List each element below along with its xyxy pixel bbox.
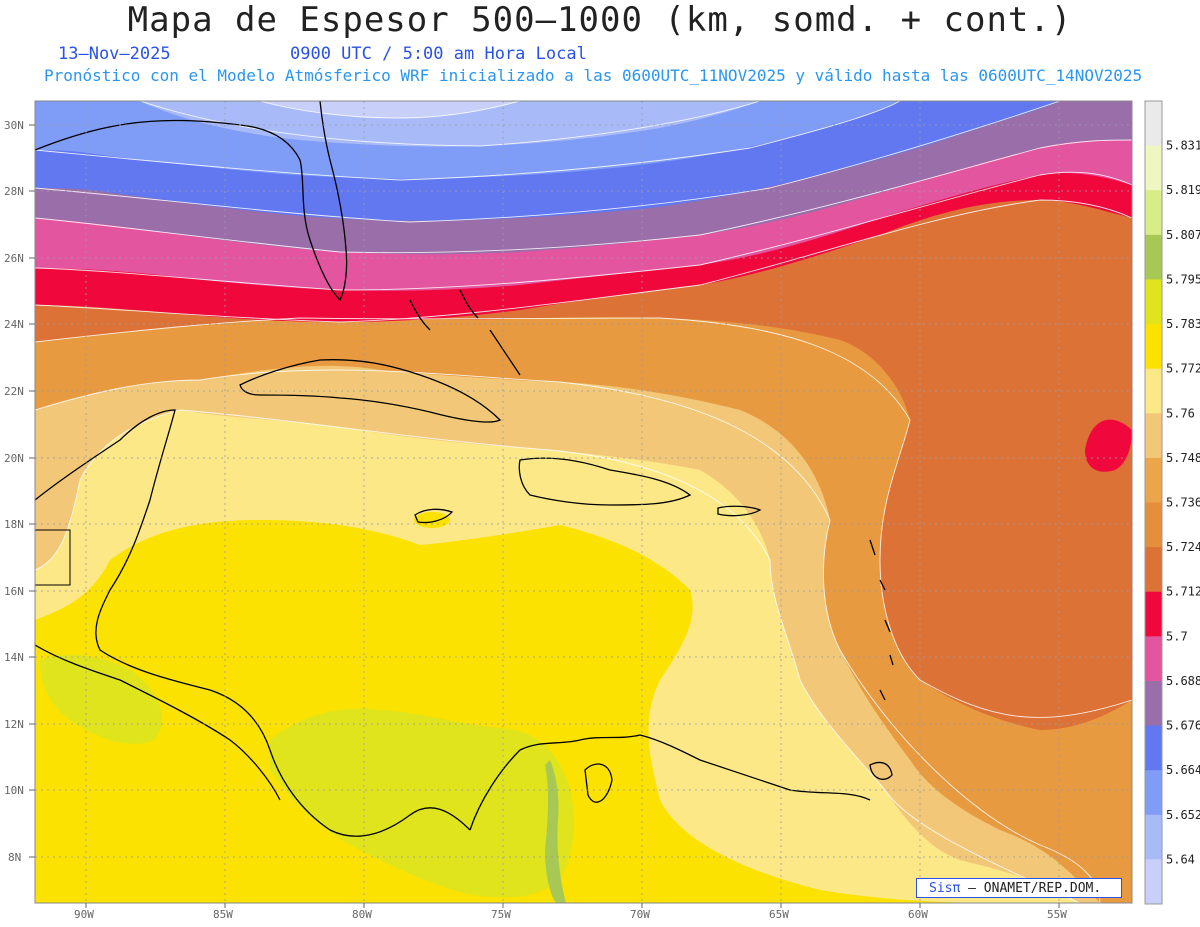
colorbar-label: 5.772 <box>1166 362 1200 376</box>
lat-label: 18N <box>4 518 24 531</box>
colorbar-label: 5.831 <box>1166 139 1200 153</box>
colorbar-swatch <box>1145 457 1162 503</box>
colorbar-swatch <box>1145 145 1162 191</box>
lon-label: 90W <box>74 908 94 921</box>
grid-lines <box>35 101 1132 903</box>
colorbar-label: 5.688 <box>1166 674 1200 688</box>
colorbar-swatch <box>1145 368 1162 414</box>
colorbar-swatch <box>1145 324 1162 370</box>
forecast-date: 13–Nov–2025 <box>58 44 171 64</box>
lat-label: 20N <box>4 452 24 465</box>
colorbar-frame <box>1144 100 1163 905</box>
colorbar-swatch <box>1145 190 1162 236</box>
forecast-time: 0900 UTC / 5:00 am Hora Local <box>290 44 587 64</box>
colorbar-label: 5.795 <box>1166 272 1200 286</box>
colorbar-label: 5.819 <box>1166 183 1200 197</box>
lon-label: 85W <box>213 908 233 921</box>
lon-label: 55W <box>1047 908 1067 921</box>
colorbar-label: 5.748 <box>1166 451 1200 465</box>
lat-label: 30N <box>4 119 24 132</box>
colorbar-label: 5.76 <box>1166 406 1195 420</box>
credit-text: – ONAMET/REP.DOM. <box>960 881 1102 896</box>
lat-label: 12N <box>4 718 24 731</box>
colorbar-swatch <box>1145 859 1162 905</box>
latitude-axis: 30N 28N 26N 24N 22N 20N 18N 16N 14N 12N … <box>4 119 24 864</box>
credit-box: Sisπ – ONAMET/REP.DOM. <box>916 878 1122 898</box>
lat-label: 28N <box>4 185 24 198</box>
colorbar-swatch <box>1145 234 1162 280</box>
lat-label: 14N <box>4 651 24 664</box>
map-title: Mapa de Espesor 500–1000 (km, somd. + co… <box>127 0 1073 40</box>
colorbar-label: 5.783 <box>1166 317 1200 331</box>
pocket-jamaica <box>414 512 450 528</box>
lon-ticks <box>85 903 1060 908</box>
band-5652 <box>140 101 760 147</box>
colorbar-label: 5.64 <box>1166 852 1195 866</box>
longitude-axis: 90W 85W 80W 75W 70W 65W 60W 55W <box>74 908 1067 921</box>
colorbar-label: 5.652 <box>1166 808 1200 822</box>
band-5795 <box>270 708 575 898</box>
lat-label: 8N <box>8 851 21 864</box>
colorbar-swatch <box>1145 591 1162 637</box>
colorbar-label: 5.807 <box>1166 228 1200 242</box>
colorbar-labels: 5.64 5.652 5.664 5.676 5.688 5.7 5.712 5.724 5.7… <box>1166 139 1200 867</box>
colorbar-label: 5.664 <box>1166 763 1200 777</box>
colorbar-label: 5.676 <box>1166 719 1200 733</box>
lat-ticks <box>29 124 35 858</box>
colorbar-label: 5.736 <box>1166 496 1200 510</box>
lat-label: 22N <box>4 385 24 398</box>
lon-label: 60W <box>908 908 928 921</box>
band-5807-strip <box>545 760 566 903</box>
colorbar-swatch <box>1145 413 1162 459</box>
colorbar-swatch <box>1145 547 1162 593</box>
lat-label: 10N <box>4 784 24 797</box>
thickness-field <box>35 101 1132 903</box>
colorbar-swatch <box>1145 725 1162 771</box>
lat-label: 26N <box>4 252 24 265</box>
lon-label: 70W <box>630 908 650 921</box>
colorbar-swatch <box>1145 279 1162 325</box>
credit-logo: Sisπ <box>929 881 961 896</box>
colorbar-swatch <box>1145 770 1162 816</box>
band-5640 <box>260 101 520 118</box>
colorbar-label: 5.724 <box>1166 540 1200 554</box>
colorbar-label: 5.7 <box>1166 629 1188 643</box>
colorbar <box>1144 100 1163 905</box>
colorbar-swatch <box>1145 814 1162 860</box>
colorbar-swatch <box>1145 502 1162 548</box>
colorbar-swatch <box>1145 101 1162 147</box>
coastlines <box>35 101 894 837</box>
band-5712-core <box>1085 419 1132 472</box>
lon-label: 80W <box>352 908 372 921</box>
forecast-subtitle: Pronóstico con el Modelo Atmósferico WRF… <box>44 66 1143 85</box>
map-frame <box>34 100 1133 904</box>
colorbar-swatch <box>1145 680 1162 727</box>
lat-label: 16N <box>4 585 24 598</box>
band-5795-b <box>40 654 162 744</box>
lat-label: 24N <box>4 318 24 331</box>
contour-lines <box>35 101 1132 903</box>
band-5783 <box>35 520 1000 903</box>
colorbar-label: 5.712 <box>1166 585 1200 599</box>
lon-label: 75W <box>491 908 511 921</box>
colorbar-swatch <box>1145 636 1162 682</box>
lon-label: 65W <box>769 908 789 921</box>
